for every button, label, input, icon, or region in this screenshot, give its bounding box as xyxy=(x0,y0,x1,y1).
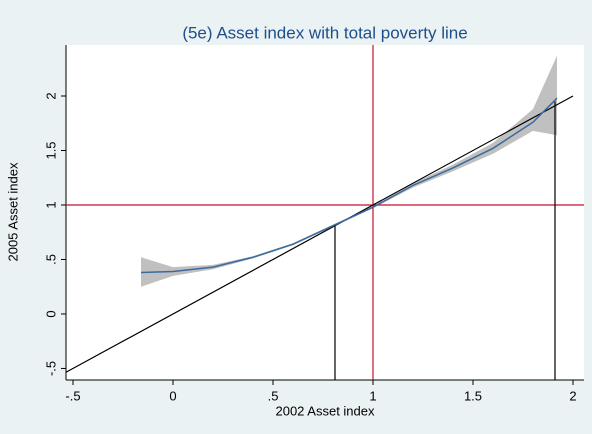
x-tick-label: .5 xyxy=(268,388,279,403)
diagonal-line xyxy=(65,95,574,373)
y-tick-label: .5 xyxy=(43,254,58,265)
y-tick-label: 1.5 xyxy=(43,141,58,159)
y-tick-label: 1 xyxy=(43,201,58,208)
fitted-line xyxy=(140,97,558,274)
plot-area xyxy=(66,45,584,380)
y-axis-label: 2005 Asset index xyxy=(5,162,20,262)
x-tick-label: 1 xyxy=(369,388,376,403)
x-tick-label: 2 xyxy=(569,388,576,403)
y-tick-label: 0 xyxy=(43,310,58,317)
y-tick-label: -.5 xyxy=(43,361,58,376)
y-tick-label: 2 xyxy=(43,92,58,99)
x-tick-label: 1.5 xyxy=(464,388,482,403)
x-axis-label: 2002 Asset index xyxy=(275,403,375,418)
x-tick-label: 0 xyxy=(169,388,176,403)
chart-title: (5e) Asset index with total poverty line xyxy=(182,23,467,42)
x-tick-label: -.5 xyxy=(65,388,80,403)
